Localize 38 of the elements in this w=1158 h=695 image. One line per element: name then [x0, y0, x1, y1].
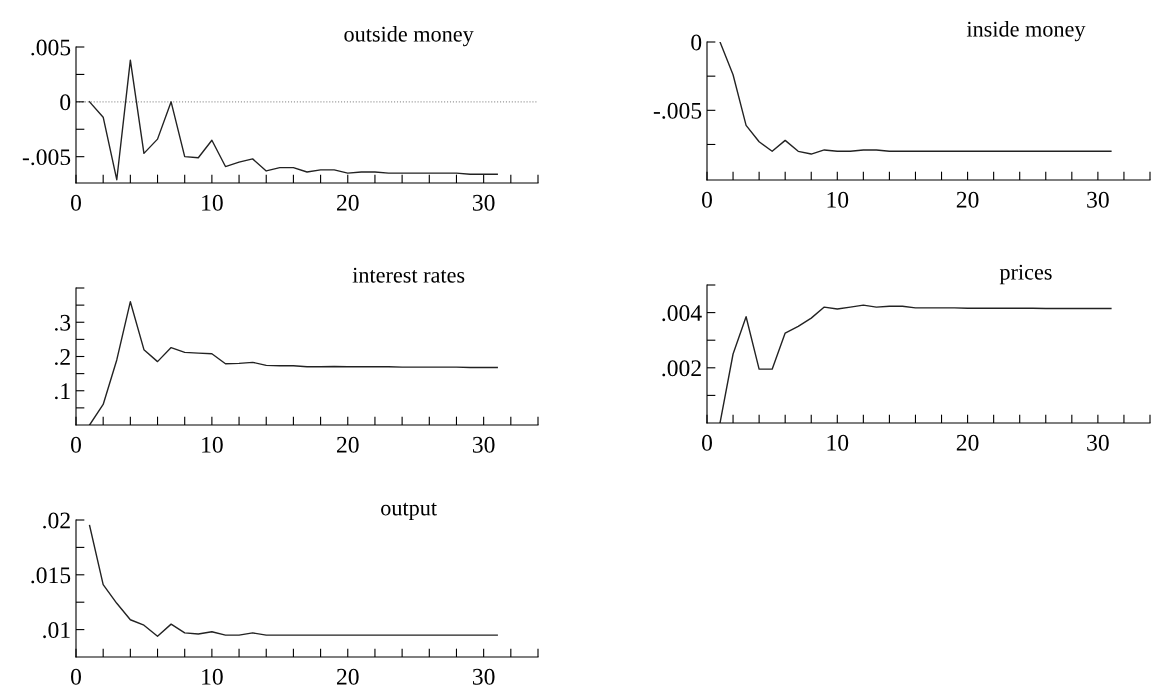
x-tick-label: 30 [1087, 434, 1109, 451]
y-tick-label: 0 [60, 94, 71, 111]
x-tick-label: 10 [827, 434, 849, 451]
x-tick-label: 20 [956, 191, 979, 208]
x-tick-label: 20 [337, 194, 359, 211]
y-tick-label: .2 [54, 349, 70, 366]
y-tick-label: -.005 [22, 149, 71, 166]
x-tick-label: 20 [337, 436, 359, 453]
x-tick-label: 20 [956, 434, 979, 451]
y-tick-label: .005 [31, 39, 71, 56]
x-tick-label: 10 [202, 668, 223, 685]
y-tick-label: .002 [662, 360, 701, 377]
line-series [719, 42, 1112, 155]
y-tick-label: .1 [54, 383, 70, 400]
y-tick-label: .01 [43, 622, 70, 639]
x-tick-label: 30 [472, 668, 495, 685]
line-series [88, 301, 498, 425]
chart-title: output [381, 502, 437, 520]
x-tick-label: 30 [472, 194, 495, 211]
x-tick-label: 30 [1087, 191, 1109, 208]
x-tick-label: 30 [472, 436, 495, 453]
y-tick-label: .02 [43, 512, 70, 529]
line-series [88, 59, 498, 181]
y-tick-label: -.005 [653, 102, 702, 119]
chart-title: inside money [966, 21, 1086, 42]
chart-title: outside money [344, 26, 474, 47]
line-series [88, 524, 498, 637]
y-tick-label: .015 [31, 567, 71, 584]
line-series [719, 304, 1112, 423]
y-tick-label: .3 [54, 314, 71, 331]
x-tick-label: 20 [337, 668, 359, 685]
chart-title: interest rates [352, 267, 465, 283]
y-tick-label: 0 [691, 34, 702, 51]
x-tick-label: 10 [202, 194, 223, 211]
x-tick-label: 10 [827, 191, 849, 208]
y-tick-label: .004 [662, 305, 702, 322]
chart-title: prices [999, 264, 1052, 285]
x-tick-label: 10 [202, 436, 223, 453]
